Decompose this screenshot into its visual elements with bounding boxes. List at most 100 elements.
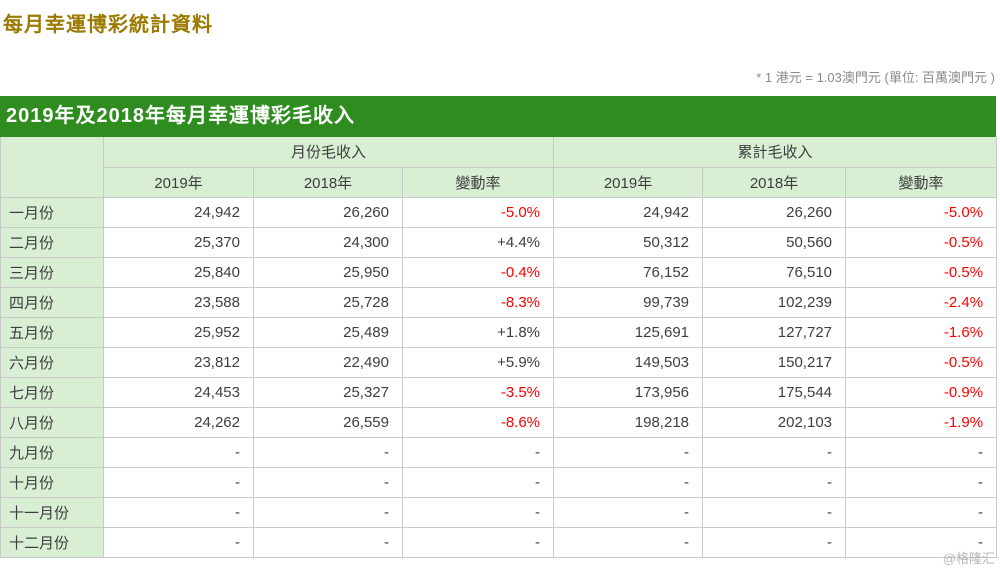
table-body: 一月份 24,942 26,260 -5.0% 24,942 26,260 -5.0% 二月份… (0, 196, 998, 558)
monthly-2019-value: 25,370 (103, 226, 254, 258)
monthly-2019-value: - (103, 496, 254, 528)
month-label: 十一月份 (0, 496, 104, 528)
monthly-change-value: - (401, 526, 555, 558)
group-header-row: 月份毛收入 累計毛收入 (0, 137, 998, 198)
monthly-2019-value: 23,812 (103, 346, 254, 378)
cumulative-2018-value: 202,103 (702, 406, 847, 438)
cumulative-2019-value: - (553, 526, 704, 558)
monthly-change-value: -0.4% (401, 256, 555, 288)
cumulative-2018-value: 76,510 (702, 256, 847, 288)
monthly-2019-value: 24,453 (103, 376, 254, 408)
monthly-2018-value: 25,728 (253, 286, 403, 318)
column-header-row: 2019年 2018年 變動率 2019年 2018年 變動率 (1, 166, 998, 198)
cumulative-2018-value: - (702, 496, 847, 528)
cumulative-change-value: -0.5% (845, 226, 998, 258)
table-row: 七月份 24,453 25,327 -3.5% 173,956 175,544 -0.9% (0, 376, 998, 408)
cumulative-2019-value: - (553, 466, 704, 498)
monthly-2019-value: - (103, 466, 254, 498)
monthly-2019-value: 25,952 (103, 316, 254, 348)
monthly-2018-value: - (253, 496, 403, 528)
month-label: 十二月份 (0, 526, 104, 558)
monthly-2018-value: 26,559 (253, 406, 403, 438)
month-label: 四月份 (0, 286, 104, 318)
cumulative-change-value: - (845, 526, 998, 558)
monthly-change-value: -8.6% (401, 406, 555, 438)
month-label: 九月份 (0, 436, 104, 468)
cumulative-2018-value: 50,560 (702, 226, 847, 258)
cumulative-2019-value: - (553, 496, 704, 528)
table-title-bar: 2019年及2018年每月幸運博彩毛收入 (0, 96, 996, 137)
cumulative-2018-value: - (702, 466, 847, 498)
column-header-monthly-2019: 2019年 (103, 166, 254, 198)
column-header-monthly-2018: 2018年 (253, 166, 403, 198)
cumulative-change-value: -5.0% (845, 196, 998, 228)
table-row: 四月份 23,588 25,728 -8.3% 99,739 102,239 -2.4% (0, 286, 998, 318)
monthly-2018-value: 24,300 (253, 226, 403, 258)
month-label: 七月份 (0, 376, 104, 408)
monthly-2018-value: - (253, 436, 403, 468)
cumulative-2018-value: 175,544 (702, 376, 847, 408)
monthly-revenue-group-header: 月份毛收入 (102, 137, 555, 168)
column-header-cumulative-2018: 2018年 (702, 166, 847, 198)
monthly-2018-value: - (253, 466, 403, 498)
cumulative-change-value: -0.9% (845, 376, 998, 408)
exchange-rate-note: * 1 港元 = 1.03澳門元 (單位: 百萬澳門元 ) (756, 70, 995, 85)
monthly-2019-value: 24,942 (103, 196, 254, 228)
month-label: 三月份 (0, 256, 104, 288)
month-label: 六月份 (0, 346, 104, 378)
monthly-2019-value: 25,840 (103, 256, 254, 288)
month-label: 十月份 (0, 466, 104, 498)
cumulative-2019-value: 99,739 (553, 286, 704, 318)
monthly-2018-value: 25,327 (253, 376, 403, 408)
cumulative-change-value: - (845, 466, 998, 498)
monthly-change-value: -8.3% (401, 286, 555, 318)
table-row: 一月份 24,942 26,260 -5.0% 24,942 26,260 -5.0% (0, 196, 998, 228)
monthly-2019-value: - (103, 436, 254, 468)
column-header-cumulative-2019: 2019年 (553, 166, 704, 198)
cumulative-change-value: - (845, 496, 998, 528)
table-row: 十二月份 - - - - - - (0, 526, 998, 558)
monthly-change-value: - (401, 496, 555, 528)
month-label: 二月份 (0, 226, 104, 258)
cumulative-change-value: - (845, 436, 998, 468)
monthly-change-value: +5.9% (401, 346, 555, 378)
monthly-change-value: +1.8% (401, 316, 555, 348)
monthly-2018-value: 26,260 (253, 196, 403, 228)
cumulative-2019-value: 173,956 (553, 376, 704, 408)
monthly-change-value: - (401, 436, 555, 468)
watermark: @格隆汇 (942, 551, 995, 566)
cumulative-2019-value: 125,691 (553, 316, 704, 348)
cumulative-2019-value: 198,218 (553, 406, 704, 438)
table-row: 十一月份 - - - - - - (0, 496, 998, 528)
cumulative-2019-value: 149,503 (553, 346, 704, 378)
cumulative-2018-value: 102,239 (702, 286, 847, 318)
table-row: 十月份 - - - - - - (0, 466, 998, 498)
table-row: 九月份 - - - - - - (0, 436, 998, 468)
cumulative-2018-value: - (702, 436, 847, 468)
month-label: 一月份 (0, 196, 104, 228)
table-title: 2019年及2018年每月幸運博彩毛收入 (6, 105, 355, 127)
cumulative-2019-value: 50,312 (553, 226, 704, 258)
cumulative-revenue-group-header: 累計毛收入 (553, 137, 998, 168)
table-header: 月份毛收入 累計毛收入 2019年 2018年 變動率 2019年 2018年 … (0, 137, 998, 198)
table-row: 三月份 25,840 25,950 -0.4% 76,152 76,510 -0.5% (0, 256, 998, 288)
monthly-2019-value: 24,262 (103, 406, 254, 438)
monthly-change-value: -5.0% (401, 196, 555, 228)
table-row: 八月份 24,262 26,559 -8.6% 198,218 202,103 -1.9% (0, 406, 998, 438)
cumulative-change-value: -1.6% (845, 316, 998, 348)
cumulative-change-value: -1.9% (845, 406, 998, 438)
month-label: 五月份 (0, 316, 104, 348)
column-header-cumulative-change: 變動率 (845, 166, 998, 198)
monthly-2018-value: 25,489 (253, 316, 403, 348)
cumulative-2018-value: - (702, 526, 847, 558)
cumulative-change-value: -2.4% (845, 286, 998, 318)
table-row: 六月份 23,812 22,490 +5.9% 149,503 150,217 -0.5% (0, 346, 998, 378)
monthly-change-value: -3.5% (401, 376, 555, 408)
cumulative-2019-value: 76,152 (553, 256, 704, 288)
cumulative-2019-value: 24,942 (553, 196, 704, 228)
month-column-header (0, 137, 104, 198)
cumulative-2018-value: 127,727 (702, 316, 847, 348)
cumulative-2019-value: - (553, 436, 704, 468)
cumulative-change-value: -0.5% (845, 346, 998, 378)
table-row: 五月份 25,952 25,489 +1.8% 125,691 127,727 -1.6% (0, 316, 998, 348)
